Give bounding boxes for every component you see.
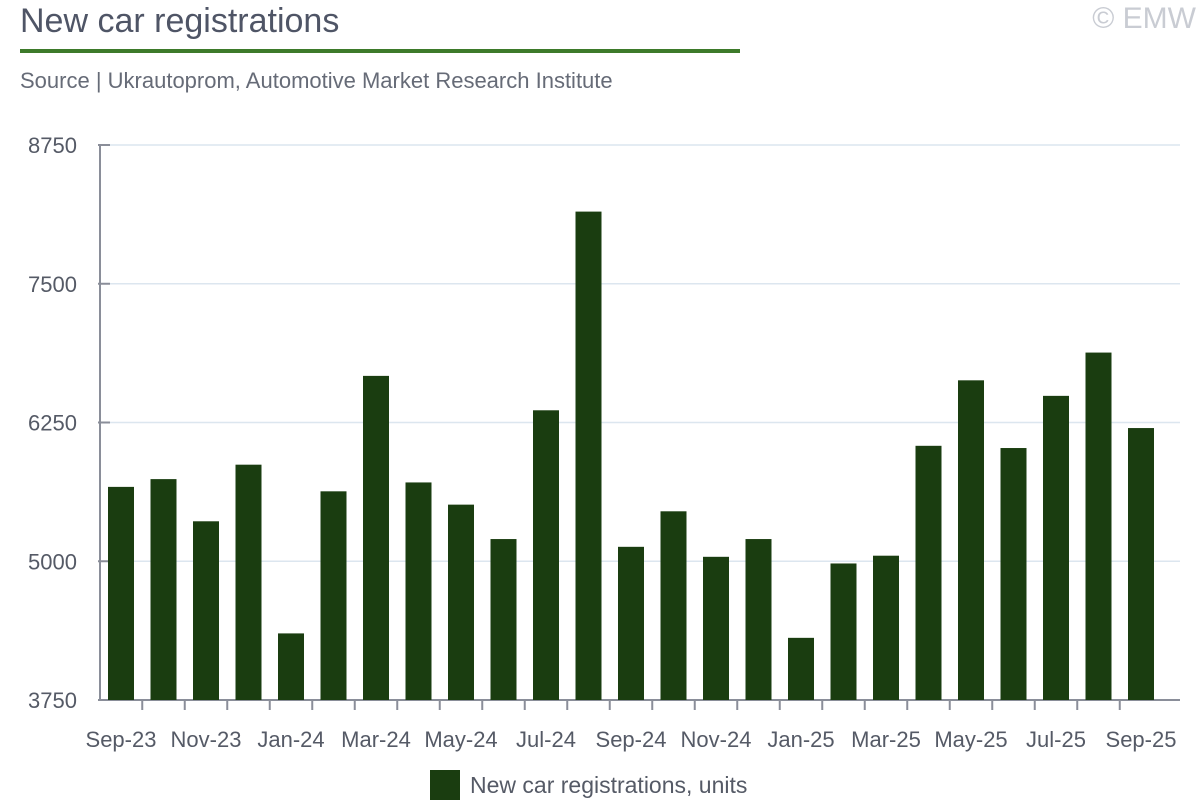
x-tick-label: Nov-23 [171, 727, 242, 752]
bar-sep-23 [108, 486, 134, 700]
bar-dec-23 [235, 464, 262, 700]
title-underline [20, 49, 740, 53]
bar-jun-25 [1000, 448, 1027, 700]
bar-nov-23 [193, 521, 219, 700]
y-tick-label: 6250 [28, 411, 77, 436]
y-tick-label: 5000 [28, 549, 77, 574]
x-tick-label: May-24 [424, 727, 497, 752]
x-tick-label: Jan-25 [767, 727, 834, 752]
bar-jun-24 [490, 539, 517, 700]
source-text: Source | Ukrautoprom, Automotive Market … [20, 68, 613, 93]
bar-may-25 [958, 380, 984, 700]
bar-oct-24 [660, 511, 687, 700]
legend-label: New car registrations, units [470, 771, 748, 798]
bar-mar-24 [363, 375, 389, 700]
x-tick-label: Jul-25 [1026, 727, 1086, 752]
bar-feb-25 [830, 563, 857, 700]
bar-jan-25 [788, 637, 814, 700]
bar-jan-24 [278, 633, 304, 700]
bar-nov-24 [703, 556, 729, 700]
bar-aug-25 [1085, 352, 1112, 700]
y-tick-label: 8750 [28, 133, 77, 158]
x-tick-label: May-25 [934, 727, 1007, 752]
x-tick-label: Sep-23 [86, 727, 157, 752]
bar-sep-24 [618, 546, 644, 700]
x-tick-label: Mar-24 [341, 727, 411, 752]
x-tick-label: Jul-24 [516, 727, 576, 752]
bar-feb-24 [320, 491, 347, 700]
legend-swatch [430, 770, 460, 800]
bar-sep-25 [1128, 428, 1154, 700]
copyright-text: © EMW [1092, 2, 1196, 35]
x-tick-label: Jan-24 [257, 727, 324, 752]
bar-jul-25 [1043, 395, 1069, 700]
x-tick-label: Sep-25 [1106, 727, 1177, 752]
y-tick-label: 7500 [28, 272, 77, 297]
x-tick-label: Nov-24 [681, 727, 752, 752]
bar-apr-24 [405, 482, 432, 700]
bar-may-24 [448, 504, 474, 700]
bar-apr-25 [915, 445, 942, 700]
bar-aug-24 [575, 211, 602, 700]
x-tick-label: Mar-25 [851, 727, 921, 752]
y-tick-label: 3750 [28, 688, 77, 713]
bar-mar-25 [873, 555, 899, 700]
chart-title: New car registrations [20, 2, 340, 40]
bar-dec-24 [745, 539, 772, 700]
bar-jul-24 [533, 410, 559, 700]
legend: New car registrations, units [430, 770, 747, 800]
x-tick-label: Sep-24 [596, 727, 667, 752]
bar-oct-23 [150, 479, 177, 700]
